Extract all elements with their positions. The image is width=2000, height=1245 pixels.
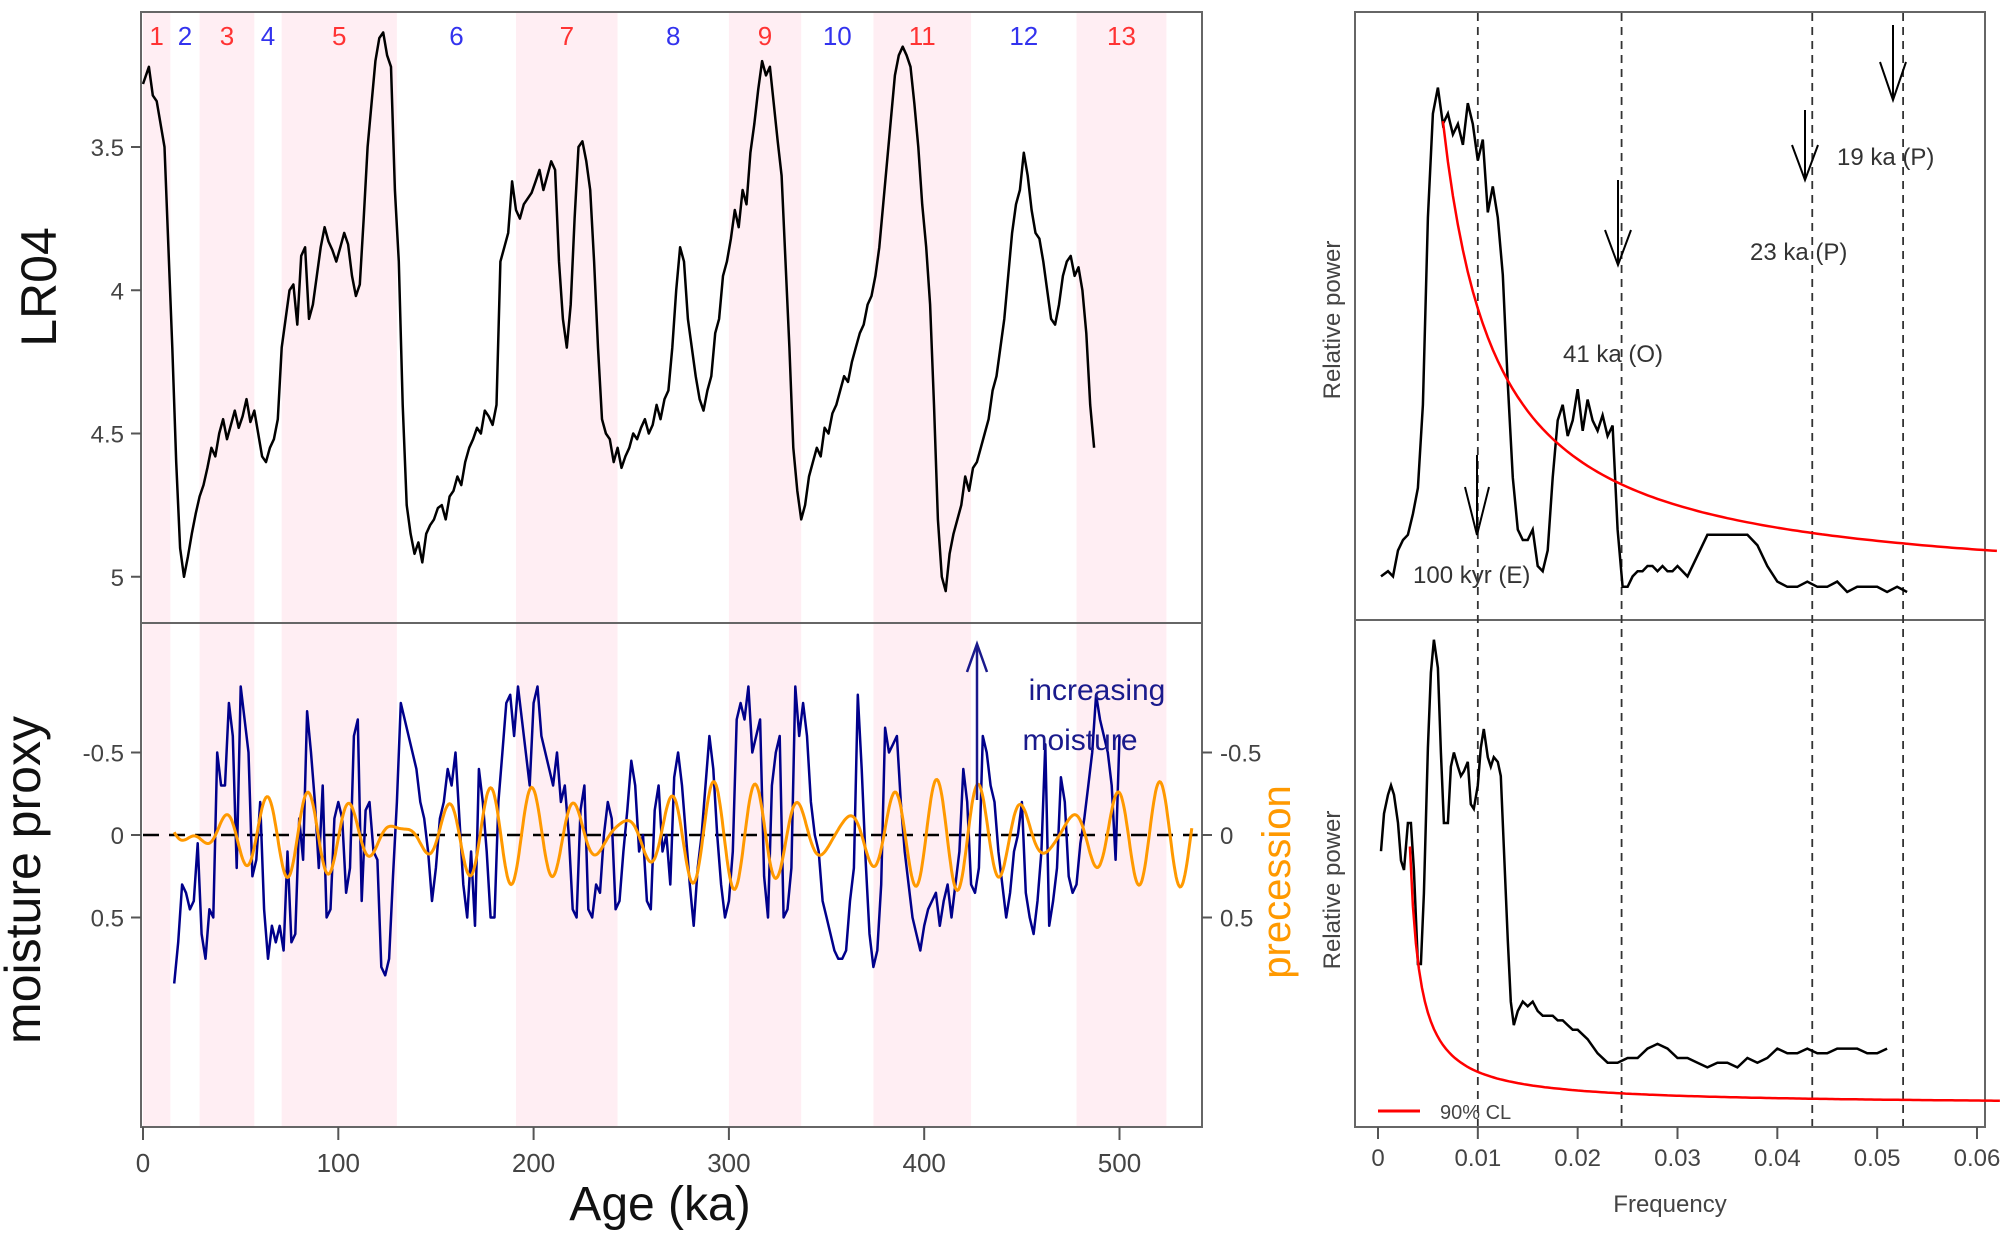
moisture-spectrum-line [1379, 639, 1888, 1069]
lr04-ytick-label: 3.5 [91, 135, 124, 162]
annotation-100kyr-text: 100 kyr (E) [1413, 562, 1530, 589]
freq-xtick-label: 0.03 [1654, 1145, 1701, 1172]
age-x-label: Age (ka) [569, 1178, 750, 1231]
down-arrow-icon [1604, 229, 1632, 268]
legend: 90% CL [1378, 1102, 1511, 1124]
freq-xtick-label: 0.04 [1754, 1145, 1801, 1172]
precession-series [172, 777, 1194, 893]
down-arrow-icon [1791, 144, 1819, 183]
moisture-spectrum [1379, 639, 2000, 1102]
legend-label-90cl: 90% CL [1440, 1102, 1511, 1124]
precession-line [172, 777, 1194, 893]
lr04-ytick-label: 4 [111, 278, 124, 305]
mis-stage-labels: 1 2 3 4 5 6 7 8 9 10 11 12 13 [149, 21, 1135, 51]
mis-label-5: 5 [332, 21, 346, 51]
mis-band-7 [516, 13, 618, 1126]
annotation-19ka-text: 19 ka (P) [1837, 144, 1934, 171]
freq-xtick-label: 0.05 [1854, 1145, 1901, 1172]
orbital-period-lines [1476, 13, 1905, 1126]
age-xtick-label: 200 [512, 1148, 555, 1178]
freq-xtick-label: 0.06 [1954, 1145, 2000, 1172]
moisture-line [172, 685, 1121, 984]
mis-label-3: 3 [220, 21, 234, 51]
frequency-x-axis: 0 0.01 0.02 0.03 0.04 0.05 0.06 [1371, 1127, 2000, 1172]
moisture-cl-line [1408, 846, 2000, 1102]
left-plot-frame [140, 11, 1203, 1128]
mis-bands [143, 13, 1167, 1126]
freq-xtick-label: 0 [1371, 1145, 1384, 1172]
precession-ytick-label: 0.5 [1220, 906, 1253, 933]
mis-label-8: 8 [666, 21, 680, 51]
down-arrow-icon [1464, 486, 1490, 536]
annotation-23ka-text: 23 ka (P) [1750, 239, 1847, 266]
arrow-head-icon [965, 640, 989, 673]
lr04-y-axis: 3.5 4 4.5 5 [91, 135, 141, 592]
lr04-spectrum [1380, 87, 1997, 594]
moisture-y-label: moisture proxy [0, 716, 51, 1044]
precession-y-label: precession [1255, 785, 1299, 978]
annotation-increasing: increasing [1029, 674, 1166, 707]
mis-label-6: 6 [449, 21, 463, 51]
lr04-cl-line [1441, 120, 1997, 553]
annotation-19ka: 19 ka (P) [1837, 25, 1934, 171]
moisture-y-axis: -0.5 0 0.5 [83, 741, 141, 933]
annotation-23ka: 23 ka (P) [1750, 110, 1847, 266]
frequency-x-label: Frequency [1613, 1191, 1726, 1218]
lr04-ytick-label: 4.5 [91, 422, 124, 449]
mis-label-1: 1 [149, 21, 163, 51]
moisture-ytick-label: 0 [111, 823, 124, 850]
mis-band-9 [728, 13, 802, 1126]
freq-xtick-label: 0.01 [1454, 1145, 1501, 1172]
down-arrow-icon [1879, 61, 1907, 104]
annotation-100kyr: 100 kyr (E) [1413, 455, 1530, 589]
age-x-axis: 0 100 200 300 400 500 [136, 1127, 1141, 1178]
age-xtick-label: 400 [903, 1148, 946, 1178]
mis-band-5 [281, 13, 397, 1126]
mis-label-2: 2 [178, 21, 192, 51]
relative-power-label-bottom: Relative power [1319, 811, 1346, 970]
precession-y-axis: -0.5 0 0.5 [1202, 741, 1261, 933]
mis-band-3 [199, 13, 255, 1126]
age-xtick-label: 0 [136, 1148, 150, 1178]
mis-label-11: 11 [909, 21, 936, 51]
age-xtick-label: 500 [1098, 1148, 1141, 1178]
lr04-spectrum-line [1380, 87, 1908, 594]
mis-label-7: 7 [560, 21, 574, 51]
lr04-y-label: LR04 [11, 227, 67, 347]
mis-label-13: 13 [1107, 21, 1136, 51]
age-xtick-label: 300 [707, 1148, 750, 1178]
mis-band-13 [1076, 13, 1167, 1126]
relative-power-label-top: Relative power [1319, 241, 1346, 400]
lr04-line [141, 31, 1096, 593]
lr04-ytick-label: 5 [111, 565, 124, 592]
precession-ytick-label: 0 [1220, 823, 1233, 850]
moisture-ytick-label: -0.5 [83, 741, 124, 768]
annotation-41ka: 41 ka (O) [1563, 180, 1663, 368]
moisture-series [172, 685, 1121, 984]
mis-label-12: 12 [1009, 21, 1038, 51]
mis-label-10: 10 [823, 21, 852, 51]
right-plot-frame [1354, 11, 1986, 1128]
mis-label-4: 4 [261, 21, 275, 51]
freq-xtick-label: 0.02 [1554, 1145, 1601, 1172]
mis-band-11 [873, 13, 972, 1126]
precession-ytick-label: -0.5 [1220, 741, 1261, 768]
annotation-41ka-text: 41 ka (O) [1563, 341, 1663, 368]
mis-label-9: 9 [758, 21, 772, 51]
moisture-ytick-label: 0.5 [91, 906, 124, 933]
age-xtick-label: 100 [317, 1148, 360, 1178]
lr04-series [141, 31, 1096, 593]
annotation-moisture: moisture [1022, 724, 1137, 757]
